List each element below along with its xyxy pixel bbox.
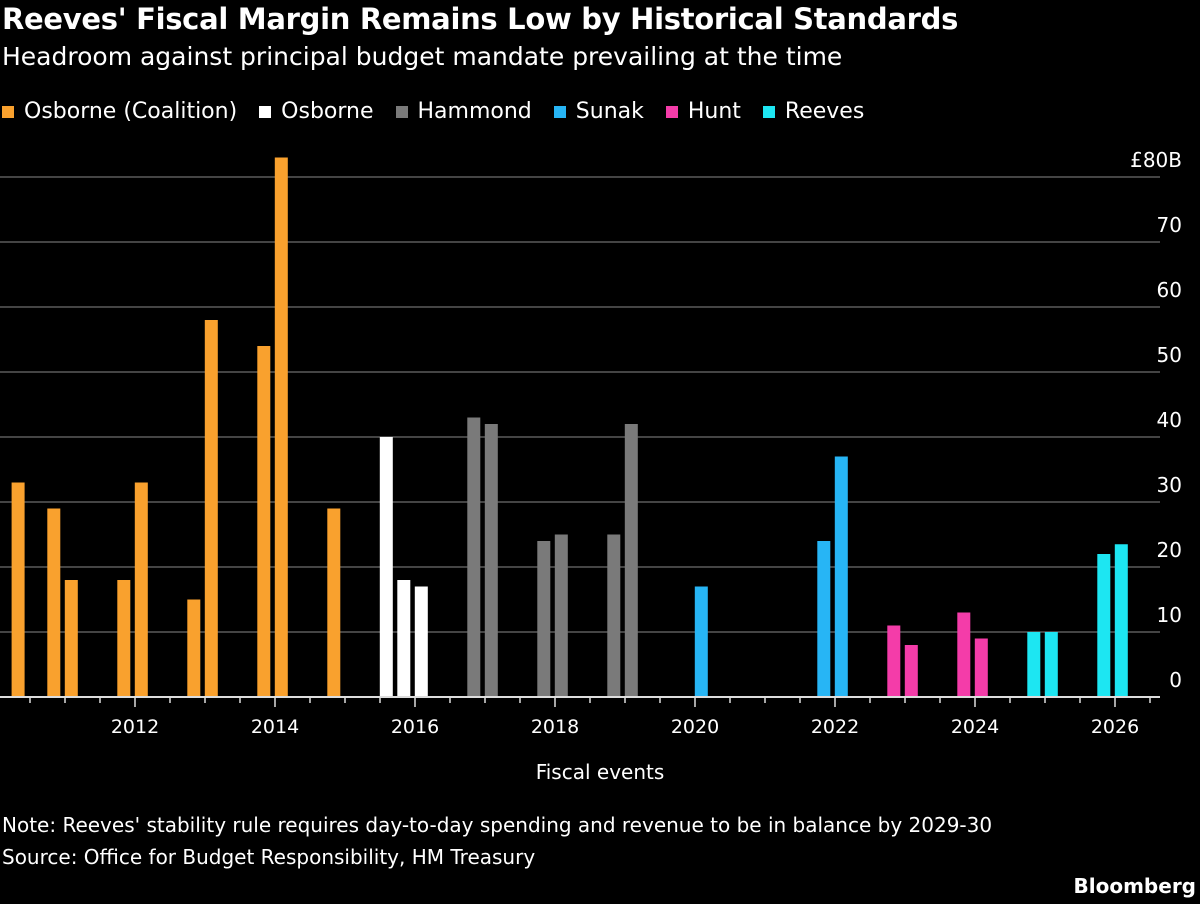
bar xyxy=(1114,544,1128,697)
bar xyxy=(47,508,61,697)
bar xyxy=(694,586,708,697)
y-tick-label: 20 xyxy=(1157,538,1182,562)
x-tick-label: 2018 xyxy=(531,716,579,738)
x-axis-title: Fiscal events xyxy=(0,760,1200,784)
legend-label: Osborne (Coalition) xyxy=(24,99,238,124)
legend-swatch xyxy=(762,105,775,118)
y-tick-label: 50 xyxy=(1157,343,1182,367)
x-tick-label: 2014 xyxy=(251,716,299,738)
bar xyxy=(624,424,638,697)
legend-item: Reeves xyxy=(762,99,865,124)
legend-label: Osborne xyxy=(281,99,374,124)
bar xyxy=(817,541,831,697)
bar xyxy=(379,437,393,697)
y-tick-label: 40 xyxy=(1157,408,1182,432)
legend-swatch xyxy=(553,105,566,118)
legend-swatch xyxy=(2,105,14,118)
bar xyxy=(467,417,481,697)
chart-title: Reeves' Fiscal Margin Remains Low by His… xyxy=(2,2,959,36)
x-tick-label: 2026 xyxy=(1091,716,1139,738)
x-tick-label: 2022 xyxy=(811,716,859,738)
y-tick-label: £80B xyxy=(1130,148,1182,172)
bloomberg-logo: Bloomberg xyxy=(1073,874,1196,898)
legend-label: Hunt xyxy=(687,99,741,124)
bar xyxy=(1027,632,1041,697)
legend-item: Hammond xyxy=(395,99,532,124)
bar xyxy=(327,508,341,697)
legend: Osborne (Coalition) Osborne Hammond Sunak Hu… xyxy=(2,99,864,124)
x-axis-title-text: Fiscal events xyxy=(535,760,665,784)
legend-item: Osborne (Coalition) xyxy=(2,99,237,124)
bar xyxy=(414,586,428,697)
bar xyxy=(257,346,271,697)
y-tick-label: 60 xyxy=(1157,278,1182,302)
legend-label: Sunak xyxy=(575,99,644,124)
legend-swatch xyxy=(665,105,678,118)
x-tick-label: 2024 xyxy=(951,716,999,738)
bar xyxy=(274,157,288,697)
bar xyxy=(974,638,988,697)
chart-subtitle: Headroom against principal budget mandat… xyxy=(2,42,843,71)
bar xyxy=(1097,554,1111,697)
legend-label: Reeves xyxy=(784,99,865,124)
bar xyxy=(134,482,148,697)
bar xyxy=(117,580,131,697)
y-tick-label: 10 xyxy=(1157,603,1182,627)
bar xyxy=(887,625,901,697)
y-tick-label: 30 xyxy=(1157,473,1182,497)
legend-label: Hammond xyxy=(417,99,532,124)
bar xyxy=(1044,632,1058,697)
y-tick-label: 70 xyxy=(1157,213,1182,237)
bar xyxy=(537,541,551,697)
legend-swatch xyxy=(395,105,408,118)
bar xyxy=(904,645,918,697)
bar xyxy=(397,580,411,697)
bar xyxy=(64,580,78,697)
bar xyxy=(484,424,498,697)
x-tick-label: 2020 xyxy=(671,716,719,738)
bar-chart: 0 10 20 30 40 50 60 70 £80B 2012 2014 2016 2018 2020 2… xyxy=(0,148,1182,738)
bar xyxy=(554,534,568,697)
legend-swatch xyxy=(259,105,272,118)
bar xyxy=(187,599,201,697)
bar xyxy=(834,456,848,697)
bar xyxy=(607,534,621,697)
x-tick-label: 2012 xyxy=(111,716,159,738)
chart-source: Source: Office for Budget Responsibility… xyxy=(2,845,536,869)
bar xyxy=(11,482,25,697)
x-tick-label: 2016 xyxy=(391,716,439,738)
chart-note: Note: Reeves' stability rule requires da… xyxy=(2,813,993,837)
legend-item: Hunt xyxy=(665,99,741,124)
y-tick-label: 0 xyxy=(1169,668,1182,692)
bar xyxy=(957,612,971,697)
legend-item: Osborne xyxy=(259,99,374,124)
legend-item: Sunak xyxy=(553,99,644,124)
bar xyxy=(204,320,218,697)
